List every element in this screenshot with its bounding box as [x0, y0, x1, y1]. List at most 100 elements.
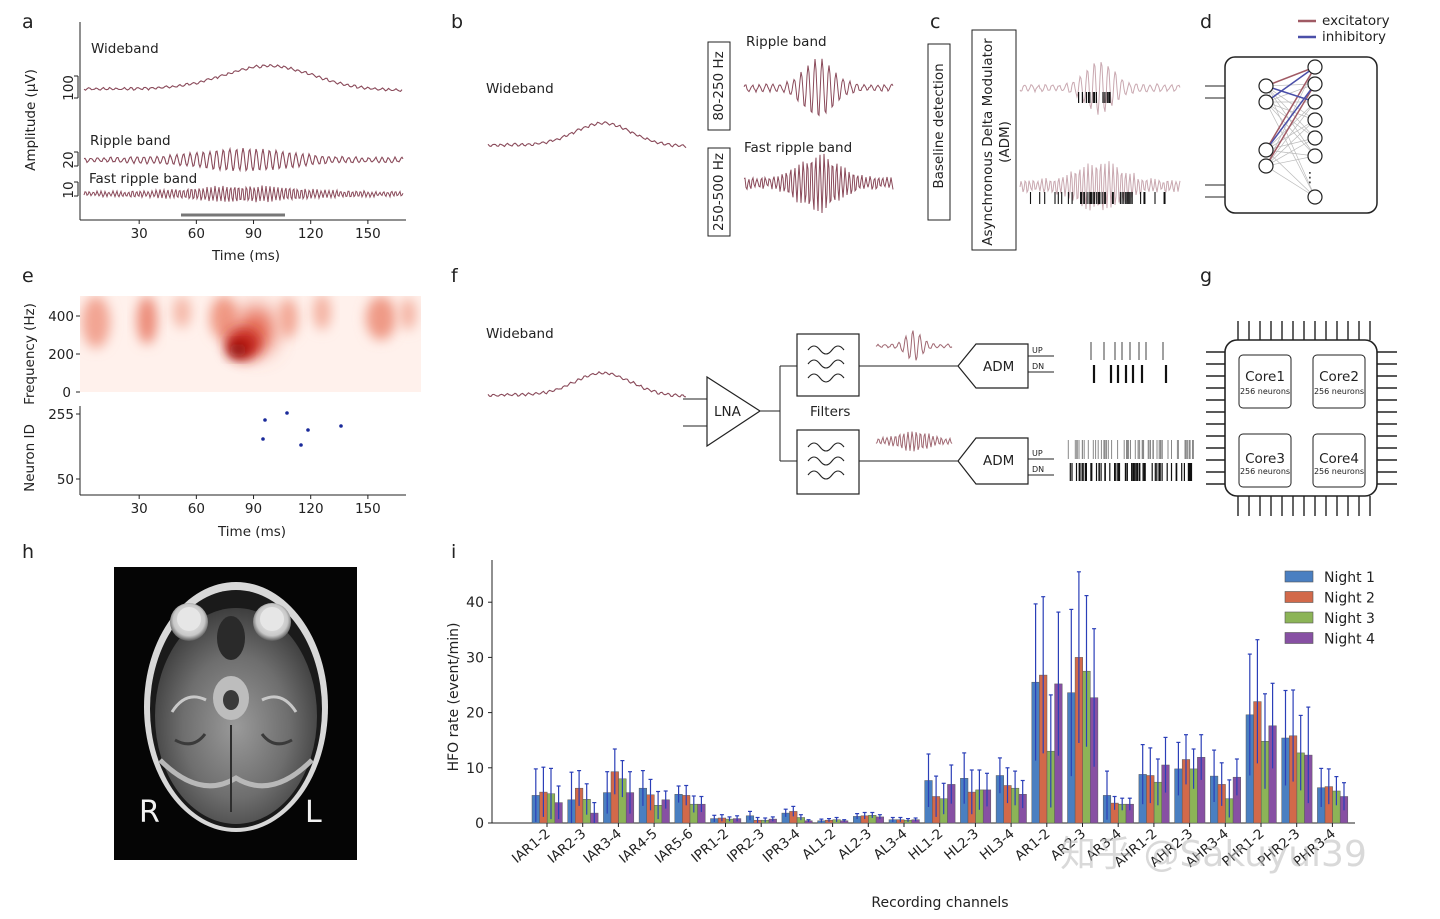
- chart-xlabel: Recording channels: [871, 895, 1008, 911]
- panel-e-spec-ticks: [76, 315, 80, 393]
- raster-spike: [306, 428, 310, 432]
- excitatory-synapse: [1265, 66, 1316, 87]
- synapse: [1265, 85, 1316, 139]
- panel-c-ripple-trace: [1019, 61, 1181, 115]
- panel-e-ytick-50: 50: [57, 472, 74, 488]
- synapse: [1265, 137, 1316, 151]
- legend-swatch: [1284, 611, 1314, 624]
- panel-e-ylabel-bottom: Neuron ID: [22, 424, 38, 492]
- raster-spike: [299, 443, 303, 447]
- panel-d-ellipsis: ⋮: [1303, 170, 1317, 186]
- core4-name: Core4: [1319, 451, 1359, 467]
- legend-swatch: [1284, 591, 1314, 603]
- panel-c-fast-ripple-spikes: [1029, 192, 1166, 204]
- panel-label-e: e: [22, 265, 34, 287]
- core3-box: [1238, 433, 1292, 488]
- panel-a-x-ticks: 30 60 90 120 150: [131, 220, 381, 242]
- input-neuron: [1258, 142, 1274, 158]
- panel-e-x-ticks: 30 60 90 120 150: [131, 495, 381, 517]
- panel-b-filter-250-500: [707, 147, 731, 237]
- legend-label: Night 4: [1324, 632, 1375, 648]
- panel-b-filter2-label: 250-500 Hz: [711, 153, 727, 231]
- panel-c: c Baseline detection Asynchronous Delta …: [927, 11, 1181, 251]
- panel-label-f: f: [451, 265, 459, 287]
- core2-box: [1312, 354, 1366, 409]
- panel-b-filter1-label: 80-250 Hz: [711, 51, 727, 120]
- panel-a-scale-100: 100: [61, 75, 77, 101]
- raster-spike: [261, 437, 265, 441]
- panel-a-scale-bars: [74, 75, 79, 197]
- chart-y-ticks: 0 10 20 30 40: [466, 595, 492, 832]
- output-neuron: [1307, 112, 1323, 128]
- synapse: [1265, 101, 1316, 139]
- core4-neurons: 256 neurons: [1314, 467, 1364, 476]
- panel-e-ytick-0: 0: [62, 385, 71, 401]
- synapse: [1265, 85, 1316, 198]
- panel-label-h: h: [22, 541, 34, 563]
- panel-f-ripple-trace: [875, 330, 953, 361]
- panel-c-adm-box: [971, 29, 1017, 251]
- adm2-dn-label: DN: [1032, 465, 1044, 474]
- panel-c-baseline-label: Baseline detection: [931, 63, 947, 188]
- panel-c-adm-label-2: (ADM): [997, 121, 1013, 163]
- x-tick-label: 120: [298, 226, 324, 242]
- panel-f-lna-inputs: [683, 398, 707, 427]
- x-tick-label: IPR2-3: [724, 826, 768, 866]
- panel-b: b Wideband 80-250 Hz 250-500 Hz Ripple b…: [451, 11, 894, 237]
- panel-f: f Wideband LNA Filters ADM ADM UP DN U: [451, 265, 1194, 495]
- x-tick-label: IAR3-4: [580, 826, 624, 867]
- panel-b-ripple-label: Ripple band: [746, 34, 827, 50]
- synapse: [1265, 101, 1316, 198]
- y-tick-label: 40: [466, 595, 484, 611]
- core3-name: Core3: [1245, 451, 1285, 467]
- synapse: [1265, 85, 1316, 121]
- legend-label: Night 1: [1324, 570, 1375, 586]
- output-neuron: [1307, 130, 1323, 146]
- chip-pins: [1206, 321, 1397, 516]
- inhibitory-synapse: [1265, 85, 1316, 103]
- panel-a-ripple-trace: [83, 146, 404, 173]
- mri-left-label: L: [305, 795, 322, 830]
- synapse: [1265, 137, 1316, 167]
- panel-b-wideband-trace: [487, 121, 687, 149]
- panel-label-d: d: [1200, 11, 1212, 33]
- panel-h: h: [22, 541, 357, 860]
- adm-block-2: [957, 437, 1029, 485]
- panel-a-fast-ripple-label: Fast ripple band: [89, 171, 197, 187]
- panel-d-network: [1258, 59, 1323, 205]
- legend-label: Night 2: [1324, 591, 1375, 607]
- panel-a-scale-10: 10: [61, 181, 77, 198]
- panel-c-adm-label-1: Asynchronous Delta Modulator: [980, 38, 996, 246]
- legend-label: Night 3: [1324, 611, 1375, 627]
- output-neuron: [1307, 148, 1323, 164]
- panel-a-xlabel: Time (ms): [211, 248, 280, 264]
- panel-b-filter-80-250: [707, 41, 731, 131]
- core1-name: Core1: [1245, 369, 1285, 385]
- synapse: [1265, 83, 1316, 103]
- lna-label: LNA: [714, 404, 742, 420]
- excitatory-synapse: [1265, 83, 1316, 167]
- x-tick-label: HL1-2: [906, 826, 947, 864]
- adm-block-1: [957, 343, 1029, 389]
- y-tick-label: 30: [466, 650, 484, 666]
- core2-name: Core2: [1319, 369, 1359, 385]
- x-tick-label: IPR1-2: [688, 826, 732, 866]
- panel-b-ripple-trace: [743, 58, 894, 117]
- x-tick-label: IAR5-6: [652, 826, 696, 867]
- panel-f-adm-spikes: [1067, 342, 1194, 481]
- panel-label-g: g: [1200, 265, 1212, 287]
- chart-ylabel: HFO rate (event/min): [446, 623, 462, 772]
- x-tick-label: IAR2-3: [545, 826, 589, 867]
- panel-d-network-box: [1224, 56, 1378, 214]
- panel-label-b: b: [451, 11, 463, 33]
- input-neuron: [1258, 158, 1274, 174]
- input-neuron: [1258, 94, 1274, 110]
- filter-2-symbol: [807, 442, 845, 480]
- y-tick-label: 0: [475, 816, 484, 832]
- synapse: [1265, 85, 1316, 157]
- panel-a-scale-20: 20: [61, 151, 77, 168]
- mri-brain-scan: [144, 582, 328, 832]
- adm-2-label: ADM: [983, 453, 1014, 469]
- legend-inhibitory-label: inhibitory: [1322, 29, 1386, 45]
- adm-outputs: [1028, 355, 1054, 476]
